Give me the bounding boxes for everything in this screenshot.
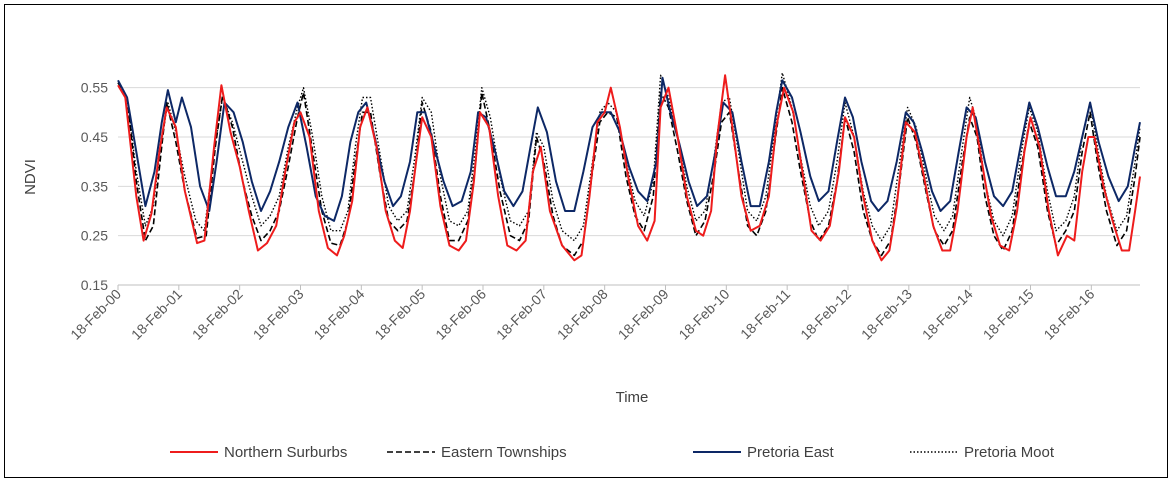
y-tick-label: 0.55	[81, 80, 108, 96]
chart-frame	[4, 4, 1168, 478]
legend-label-0: Northern Surburbs	[224, 444, 347, 461]
x-tick-label: 18-Feb-09	[615, 286, 672, 343]
x-tick-label: 18-Feb-05	[371, 286, 428, 343]
series-line-1	[117, 82, 1141, 257]
x-tick-label: 18-Feb-04	[310, 286, 367, 343]
x-tick-label: 18-Feb-14	[919, 286, 976, 343]
y-tick-label: 0.45	[81, 129, 108, 145]
x-tick-label: 18-Feb-12	[797, 286, 854, 343]
series-lines	[117, 72, 1141, 262]
legend-label-2: Pretoria East	[747, 444, 835, 461]
x-axis-title: Time	[616, 389, 649, 406]
y-tick-label: 0.35	[81, 178, 108, 194]
x-tick-label: 18-Feb-06	[432, 286, 489, 343]
x-tick-label: 18-Feb-16	[1040, 286, 1097, 343]
legend-label-3: Pretoria Moot	[964, 444, 1055, 461]
legend-label-1: Eastern Townships	[441, 444, 567, 461]
x-tick-label: 18-Feb-13	[858, 286, 915, 343]
y-tick-label: 0.25	[81, 228, 108, 244]
x-tick-label: 18-Feb-00	[67, 286, 124, 343]
series-line-0	[117, 74, 1141, 262]
y-tick-label: 0.15	[81, 277, 108, 293]
x-tick-label: 18-Feb-11	[737, 286, 793, 342]
y-axis-title: NDVI	[22, 159, 39, 195]
x-tick-label: 18-Feb-15	[980, 286, 1037, 343]
series-line-2	[117, 76, 1141, 222]
x-tick-label: 18-Feb-08	[554, 286, 611, 343]
x-tick-label: 18-Feb-01	[128, 286, 185, 343]
x-tick-label: 18-Feb-07	[493, 286, 550, 343]
x-tick-label: 18-Feb-10	[675, 286, 732, 343]
series-line-3	[117, 72, 1141, 242]
x-tick-label: 18-Feb-03	[250, 286, 307, 343]
x-tick-label: 18-Feb-02	[189, 286, 246, 343]
legend: Northern Surburbs Eastern Townships Pretor…	[170, 444, 1055, 461]
